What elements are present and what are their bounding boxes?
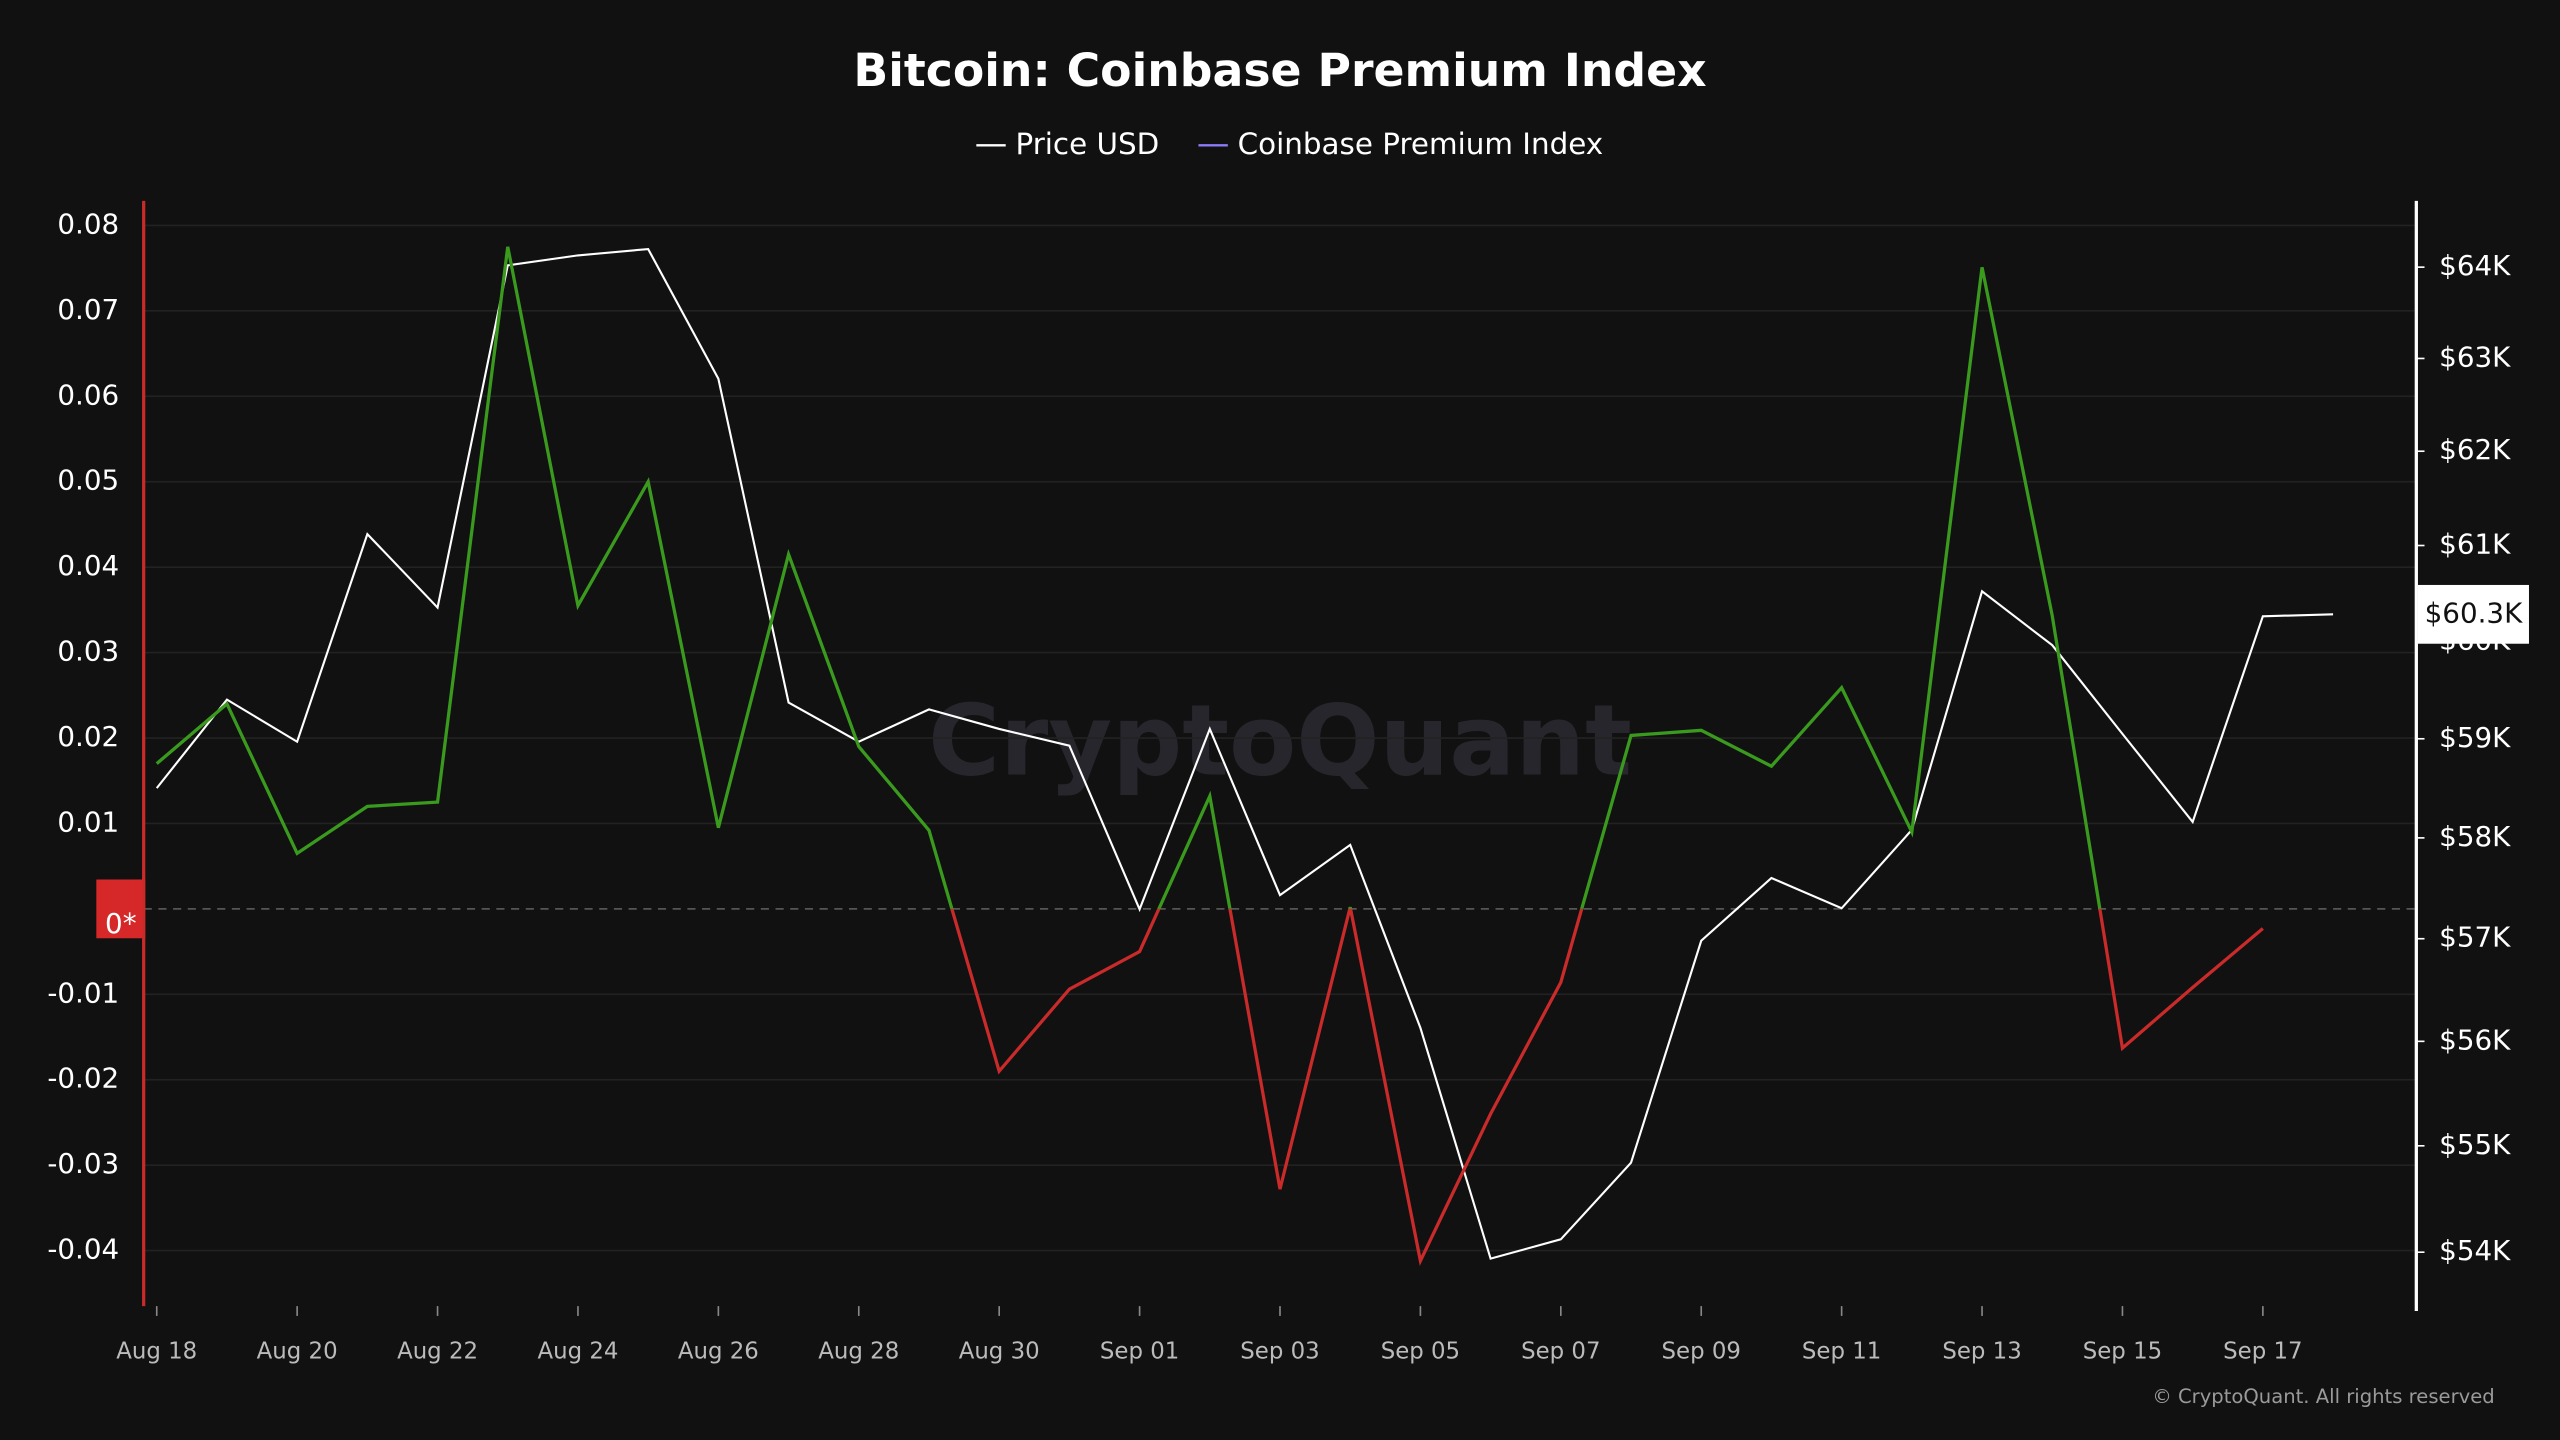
y-tick-label: 0* [105, 907, 137, 940]
last-value-box [2417, 584, 2529, 644]
y2-tick-label: $59K [2439, 721, 2511, 754]
x-tick-label: Aug 20 [257, 1338, 338, 1364]
chart-title: Bitcoin: Coinbase Premium Index [853, 44, 1706, 97]
y-tick-label: 0.02 [57, 720, 119, 753]
copyright: © CryptoQuant. All rights reserved [2152, 1385, 2494, 1408]
price-line [155, 247, 2334, 1260]
x-tick-label: Aug 24 [537, 1338, 618, 1364]
x-tick-label: Sep 09 [1662, 1338, 1741, 1364]
y-tick-label: 0.03 [57, 635, 119, 668]
x-tick-label: Aug 18 [116, 1338, 197, 1364]
y-tick-label: -0.01 [47, 976, 119, 1009]
y-tick-label: -0.04 [47, 1233, 119, 1266]
y-tick-label: 0.07 [57, 293, 119, 326]
x-tick-label: Sep 13 [1942, 1338, 2021, 1364]
y2-tick-label: $56K [2439, 1023, 2511, 1056]
premium-line-positive [155, 246, 2102, 909]
legend: Price USD Coinbase Premium Index [976, 127, 1603, 161]
x-tick-label: Aug 28 [818, 1338, 899, 1364]
y-tick-label: 0.01 [57, 805, 119, 838]
y2-tick-label: $63K [2439, 340, 2511, 373]
y-tick-label: -0.02 [47, 1062, 119, 1095]
y2-tick-label: $61K [2439, 527, 2511, 560]
x-tick-label: Sep 07 [1521, 1338, 1600, 1364]
watermark: CryptoQuant [928, 685, 1632, 799]
y2-tick-label: $58K [2439, 820, 2511, 853]
x-tick-label: Sep 05 [1381, 1338, 1460, 1364]
y-tick-label: 0.08 [57, 207, 119, 240]
x-tick-label: Sep 11 [1802, 1338, 1881, 1364]
y2-tick-label: $57K [2439, 921, 2511, 954]
x-tick-label: Sep 17 [2223, 1338, 2302, 1364]
y2-tick-label: $55K [2439, 1128, 2511, 1161]
x-tick-label: Aug 22 [397, 1338, 478, 1364]
y-tick-label: 0.06 [57, 378, 119, 411]
x-tick-label: Sep 03 [1240, 1338, 1319, 1364]
legend-label: Coinbase Premium Index [1238, 127, 1604, 161]
y-tick-label: 0.05 [57, 464, 119, 497]
y2-tick-label: $54K [2439, 1234, 2511, 1267]
legend-label: Price USD [1016, 127, 1160, 161]
y2-tick-label: $64K [2439, 249, 2511, 282]
x-tick-label: Sep 15 [2083, 1338, 2162, 1364]
x-tick-label: Aug 30 [959, 1338, 1040, 1364]
x-tick-label: Aug 26 [678, 1338, 759, 1364]
x-tick-label: Sep 01 [1100, 1338, 1179, 1364]
y-tick-label: 0.04 [57, 549, 119, 582]
y2-tick-label: $62K [2439, 433, 2511, 466]
y-tick-label: -0.03 [47, 1147, 119, 1180]
zero-label-box [96, 879, 146, 939]
last-value-label: $60.3K [2425, 596, 2523, 629]
